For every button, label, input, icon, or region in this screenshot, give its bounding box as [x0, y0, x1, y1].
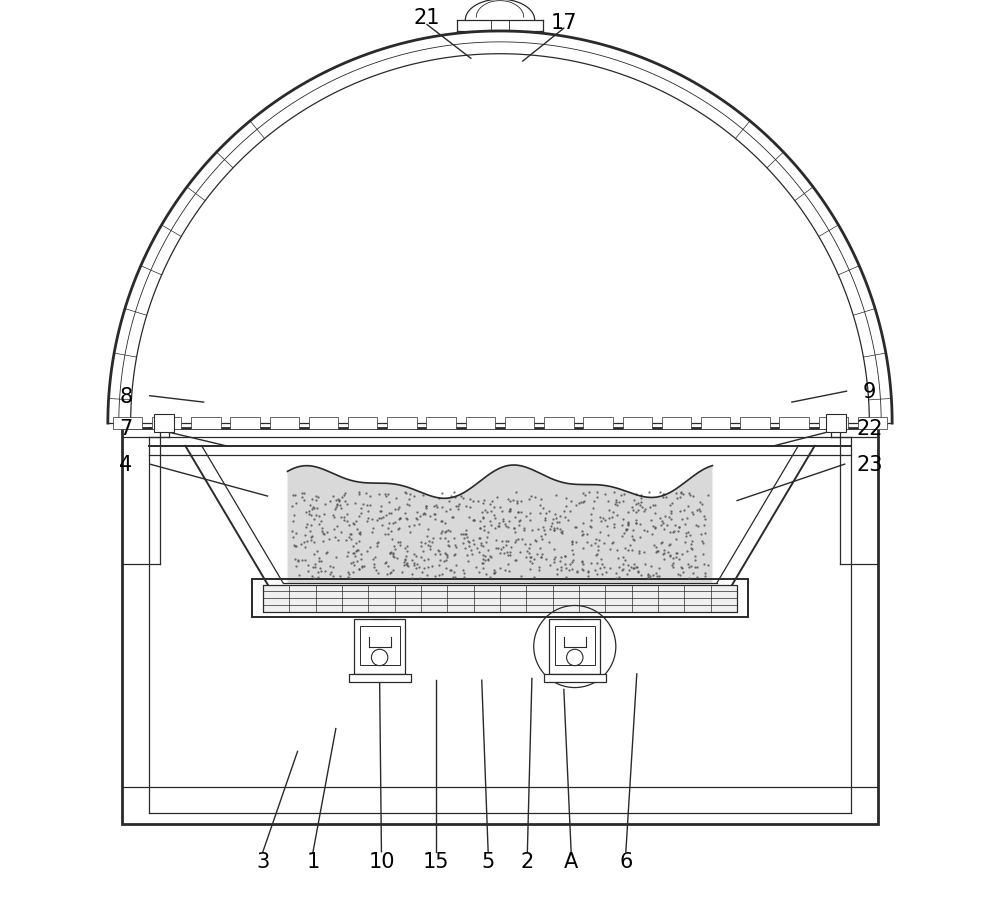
Text: 5: 5 — [482, 851, 495, 871]
Bar — [230, 417, 260, 430]
Bar — [348, 417, 377, 430]
Bar — [544, 674, 606, 682]
Text: 1: 1 — [306, 851, 320, 871]
Bar — [623, 417, 652, 430]
Text: 6: 6 — [619, 851, 633, 871]
Bar — [549, 619, 600, 674]
Text: 7: 7 — [119, 418, 133, 438]
Polygon shape — [288, 466, 712, 583]
Text: 3: 3 — [256, 851, 270, 871]
Bar — [858, 417, 887, 430]
Bar — [122, 428, 878, 824]
Circle shape — [567, 650, 583, 666]
Text: 21: 21 — [414, 8, 440, 28]
Bar — [544, 417, 574, 430]
Bar — [387, 417, 417, 430]
Bar — [191, 417, 221, 430]
Bar — [354, 619, 405, 674]
Bar — [740, 417, 770, 430]
Bar — [360, 627, 400, 665]
Bar — [309, 417, 338, 430]
Text: A: A — [564, 851, 578, 871]
Bar — [270, 417, 299, 430]
Bar — [426, 417, 456, 430]
Text: 10: 10 — [368, 851, 395, 871]
Bar — [701, 417, 730, 430]
Text: 2: 2 — [521, 851, 534, 871]
Text: 8: 8 — [120, 386, 133, 406]
Bar — [152, 417, 181, 430]
Text: 15: 15 — [423, 851, 449, 871]
Bar — [349, 674, 411, 682]
Bar — [466, 417, 495, 430]
Bar — [505, 417, 534, 430]
Bar — [819, 417, 848, 430]
Bar — [154, 415, 174, 433]
Bar — [779, 417, 809, 430]
Bar — [583, 417, 613, 430]
Bar — [263, 585, 737, 612]
Text: 17: 17 — [551, 13, 577, 33]
Text: 9: 9 — [863, 382, 876, 402]
Bar — [555, 627, 595, 665]
Bar — [662, 417, 691, 430]
Text: 22: 22 — [856, 418, 883, 438]
Bar — [826, 415, 846, 433]
Text: 4: 4 — [119, 455, 133, 475]
Bar — [113, 417, 142, 430]
Circle shape — [371, 650, 388, 666]
Text: 23: 23 — [856, 455, 883, 475]
